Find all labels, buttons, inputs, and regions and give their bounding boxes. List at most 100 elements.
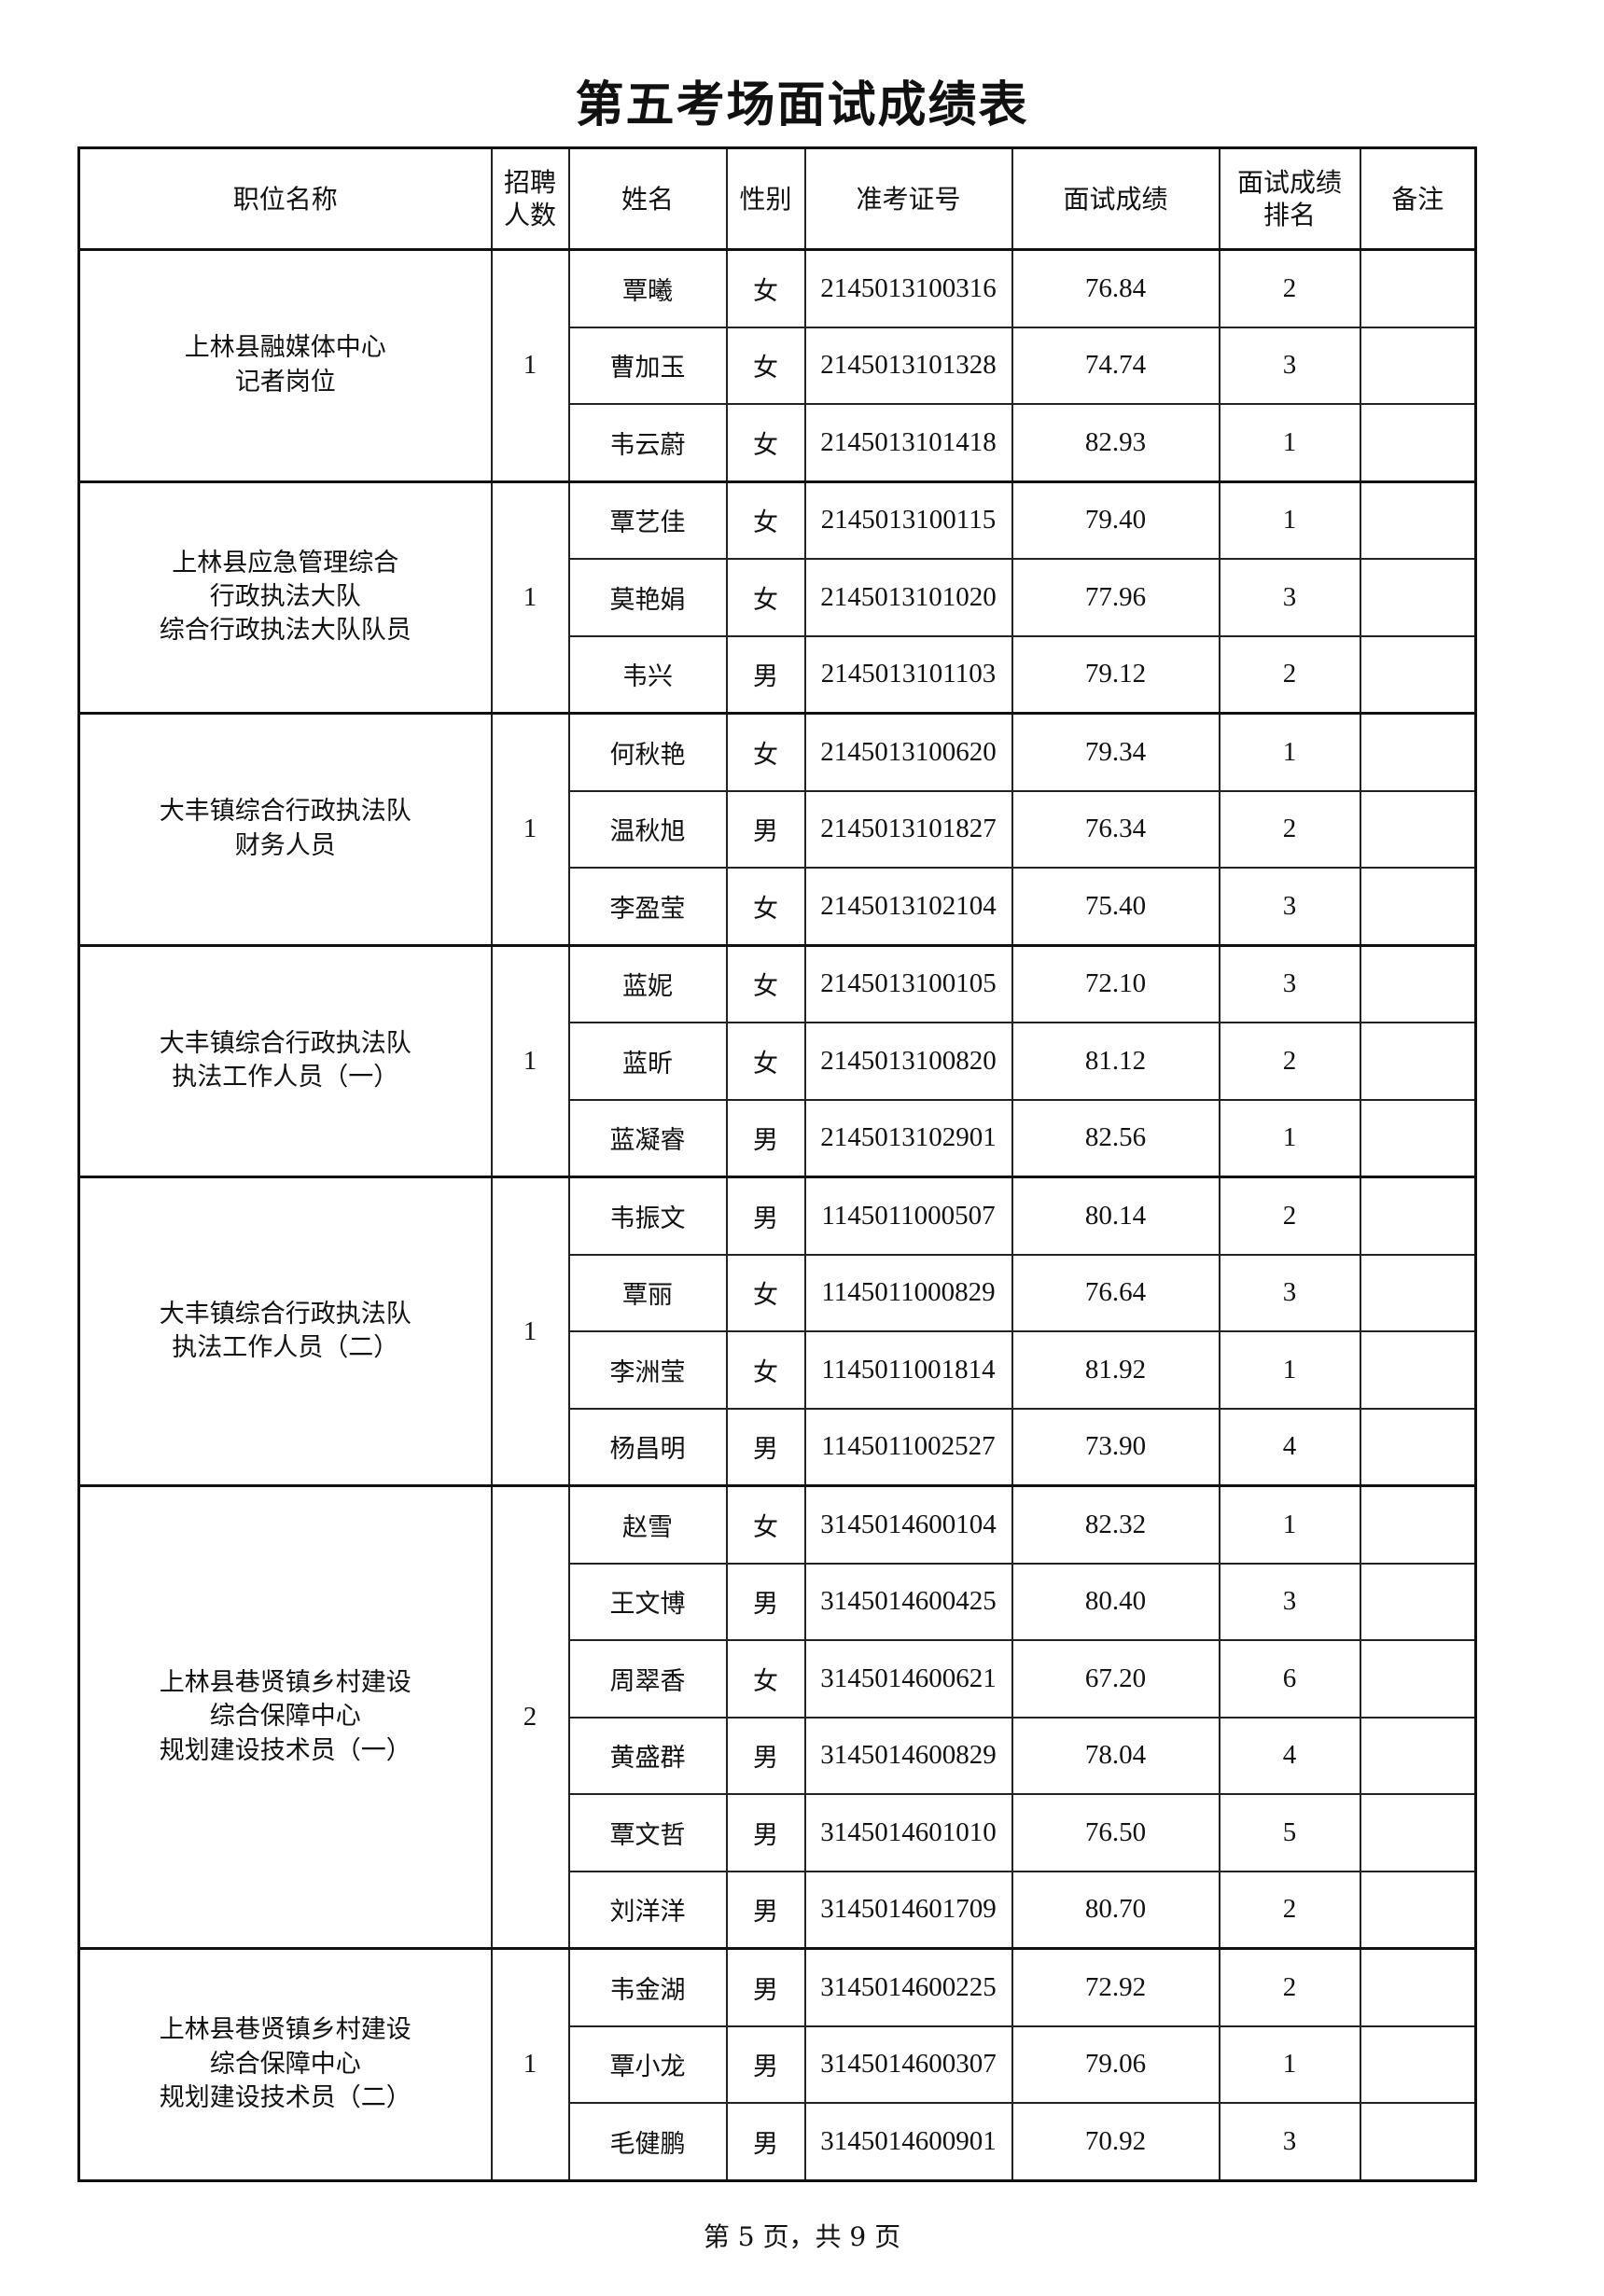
interview-score: 80.14 <box>1011 1176 1220 1256</box>
remark <box>1359 1716 1477 1795</box>
candidate-name: 王文博 <box>567 1562 728 1641</box>
remark <box>1359 480 1477 560</box>
page-title: 第五考场面试成绩表 <box>575 77 1029 133</box>
table-row: 上林县巷贤镇乡村建设 综合保障中心 规划建设技术员（一） 2 赵雪女 3145014600… <box>77 1484 1477 1950</box>
header-name: 姓名 <box>567 146 728 251</box>
table-row: 大丰镇综合行政执法队 财务人员 1 何秋艳女 2145013100620 79.34 1 <box>77 712 1477 946</box>
candidate-gender: 女 <box>725 1022 806 1101</box>
score-rank: 3 <box>1218 2102 1361 2181</box>
exam-id: 3145014600104 <box>803 1484 1013 1565</box>
remark <box>1359 1639 1477 1719</box>
exam-id: 2145013101827 <box>803 789 1013 869</box>
exam-id: 3145014600901 <box>803 2102 1013 2181</box>
table-row: 李洲莹女 1145011001814 81.92 1 <box>79 1330 1477 1410</box>
score-rank: 1 <box>1218 712 1361 792</box>
score-rank: 3 <box>1218 867 1361 946</box>
candidate-gender: 女 <box>725 1484 806 1565</box>
interview-score: 81.92 <box>1011 1330 1220 1410</box>
interview-score: 76.50 <box>1011 1793 1220 1872</box>
candidate-name: 赵雪 <box>567 1484 728 1565</box>
header-exam-id: 准考证号 <box>803 146 1013 251</box>
header-label: 职位名称 <box>232 183 338 215</box>
position-name: 上林县融媒体中心 记者岗位 <box>77 248 493 482</box>
remark <box>1359 1484 1477 1565</box>
candidate-gender: 男 <box>725 2025 806 2104</box>
candidate-gender: 女 <box>725 712 806 792</box>
remark <box>1359 403 1477 482</box>
candidate-gender: 女 <box>725 558 806 637</box>
recruit-quota: 1 <box>490 248 570 482</box>
candidate-name: 蓝昕 <box>567 1022 728 1101</box>
interview-score: 79.06 <box>1011 2025 1220 2104</box>
exam-id: 2145013101328 <box>803 326 1013 405</box>
recruit-quota: 1 <box>490 943 570 1178</box>
exam-id: 3145014601709 <box>803 1870 1013 1950</box>
candidate-name: 覃文哲 <box>567 1793 728 1872</box>
score-rank: 1 <box>1218 1330 1361 1410</box>
candidate-name: 黄盛群 <box>567 1716 728 1795</box>
remark <box>1359 789 1477 869</box>
candidate-name: 韦云蔚 <box>567 403 728 482</box>
candidate-name: 蓝妮 <box>567 943 728 1023</box>
position-name: 大丰镇综合行政执法队 执法工作人员（二） <box>77 1176 493 1487</box>
exam-id: 2145013102104 <box>803 867 1013 946</box>
remark <box>1359 867 1477 946</box>
exam-id: 2145013100115 <box>803 480 1013 560</box>
header-label: 备注 <box>1391 183 1444 215</box>
header-label: 面试成绩 排名 <box>1236 167 1342 230</box>
interview-score: 67.20 <box>1011 1639 1220 1719</box>
table-row: 毛健鹏男 3145014600901 70.92 3 <box>79 2102 1477 2181</box>
score-rank: 1 <box>1218 480 1361 560</box>
score-rank: 3 <box>1218 1562 1361 1641</box>
interview-score: 81.12 <box>1011 1022 1220 1101</box>
exam-id: 2145013100105 <box>803 943 1013 1023</box>
table-row: 曹加玉女 2145013101328 74.74 3 <box>79 326 1477 405</box>
score-rank: 2 <box>1218 1870 1361 1950</box>
candidate-gender: 女 <box>725 943 806 1023</box>
exam-id: 3145014600829 <box>803 1716 1013 1795</box>
remark <box>1359 558 1477 637</box>
table-row: 大丰镇综合行政执法队 执法工作人员（一） 1 蓝妮女 2145013100105 72.1… <box>77 943 1477 1178</box>
remark <box>1359 1947 1477 2027</box>
candidate-name: 李盈莹 <box>567 867 728 946</box>
candidate-gender: 女 <box>725 1330 806 1410</box>
interview-score: 72.10 <box>1011 943 1220 1023</box>
exam-id: 2145013100820 <box>803 1022 1013 1101</box>
candidate-name: 温秋旭 <box>567 789 728 869</box>
recruit-quota: 1 <box>490 1947 570 2181</box>
score-rank: 2 <box>1218 634 1361 715</box>
remark <box>1359 1022 1477 1101</box>
table-row: 李盈莹女 2145013102104 75.40 3 <box>79 867 1477 946</box>
candidate-gender: 女 <box>725 326 806 405</box>
score-rank: 2 <box>1218 1947 1361 2027</box>
interview-score: 79.40 <box>1011 480 1220 560</box>
exam-id: 1145011001814 <box>803 1330 1013 1410</box>
interview-score: 82.56 <box>1011 1098 1220 1178</box>
candidate-gender: 女 <box>725 1253 806 1332</box>
recruit-quota: 1 <box>490 1176 570 1487</box>
table-row: 黄盛群男 3145014600829 78.04 4 <box>79 1716 1477 1795</box>
interview-score: 82.32 <box>1011 1484 1220 1565</box>
header-label: 姓名 <box>621 183 674 215</box>
candidate-gender: 男 <box>725 1947 806 2027</box>
table-row: 刘洋洋男 3145014601709 80.70 2 <box>79 1870 1477 1950</box>
interview-score: 80.70 <box>1011 1870 1220 1950</box>
table-row: 蓝凝睿男 2145013102901 82.56 1 <box>79 1098 1477 1178</box>
header-note: 备注 <box>1359 146 1477 251</box>
header-label: 面试成绩 <box>1063 183 1168 215</box>
candidate-name: 毛健鹏 <box>567 2102 728 2181</box>
remark <box>1359 1793 1477 1872</box>
interview-score: 76.84 <box>1011 248 1220 328</box>
recruit-quota: 1 <box>490 480 570 715</box>
interview-score: 74.74 <box>1011 326 1220 405</box>
interview-score: 72.92 <box>1011 1947 1220 2027</box>
score-rank: 5 <box>1218 1793 1361 1872</box>
interview-score: 79.34 <box>1011 712 1220 792</box>
interview-score: 79.12 <box>1011 634 1220 715</box>
candidate-name: 韦兴 <box>567 634 728 715</box>
position-name: 上林县巷贤镇乡村建设 综合保障中心 规划建设技术员（二） <box>77 1947 493 2181</box>
header-rank: 面试成绩 排名 <box>1218 146 1361 251</box>
header-position: 职位名称 <box>77 146 493 251</box>
remark <box>1359 1176 1477 1256</box>
interview-score: 80.40 <box>1011 1562 1220 1641</box>
